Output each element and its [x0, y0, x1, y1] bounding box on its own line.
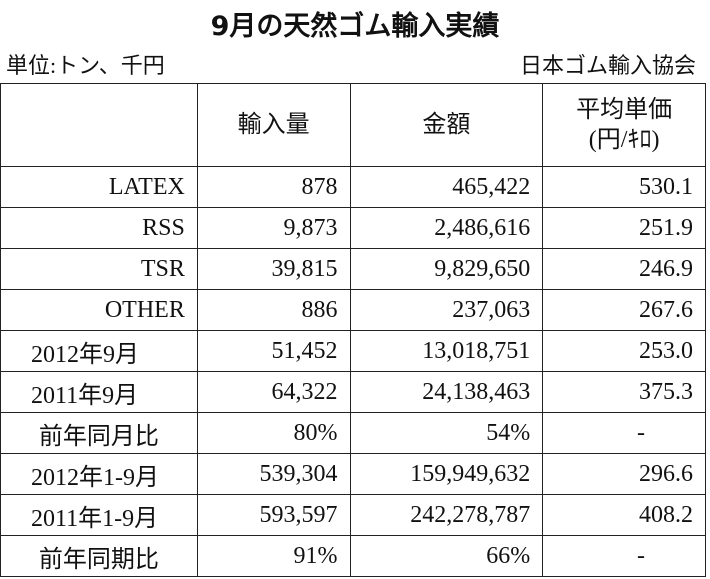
header-cell: 平均単価 (円/ｷﾛ) [542, 83, 706, 167]
row-label: 2011年9月 [0, 371, 198, 413]
cell: 91% [196, 535, 351, 577]
table-row: 2011年1-9月 593,597 242,278,787 408.2 [0, 494, 706, 536]
cell: 80% [196, 412, 351, 454]
cell: 13,018,751 [349, 330, 544, 372]
cell: 246.9 [542, 248, 706, 290]
cell: 296.6 [542, 453, 706, 495]
header-cell: 金額 [349, 83, 544, 167]
cell: 66% [349, 535, 544, 577]
cell: 24,138,463 [349, 371, 544, 413]
row-label: LATEX [0, 166, 198, 208]
table-row: 前年同月比 80% 54% - [0, 412, 706, 454]
row-label: 前年同期比 [0, 535, 198, 577]
cell: 878 [196, 166, 351, 208]
row-label: 前年同月比 [0, 412, 198, 454]
cell: 375.3 [542, 371, 706, 413]
cell: 51,452 [196, 330, 351, 372]
cell: 886 [196, 289, 351, 331]
table-row: 2012年9月 51,452 13,018,751 253.0 [0, 330, 706, 372]
cell: 54% [349, 412, 544, 454]
source: 日本ゴム輸入協会 [519, 53, 696, 78]
cell: 251.9 [542, 207, 706, 249]
cell: 159,949,632 [349, 453, 544, 495]
table-row: 2012年1-9月 539,304 159,949,632 296.6 [0, 453, 706, 495]
table-row: 前年同期比 91% 66% - [0, 535, 706, 577]
cell: 593,597 [196, 494, 351, 536]
row-label: 2012年1-9月 [0, 453, 198, 495]
title: 9月の天然ゴム輸入実績 [210, 11, 500, 42]
header-text: 平均単価 [576, 97, 673, 123]
cell: 267.6 [542, 289, 706, 331]
table-row: OTHER 886 237,063 267.6 [0, 289, 706, 331]
header-text: 金額 [422, 112, 471, 138]
table-row: LATEX 878 465,422 530.1 [0, 166, 706, 208]
table-row: 2011年9月 64,322 24,138,463 375.3 [0, 371, 706, 413]
row-label: 2012年9月 [0, 330, 198, 372]
cell: 64,322 [196, 371, 351, 413]
cell: 253.0 [542, 330, 706, 372]
cell: 539,304 [196, 453, 351, 495]
row-label: RSS [0, 207, 198, 249]
table-body: 輸入量 金額 平均単価 (円/ｷﾛ) LATEX 878 465,422 530.1 RSS 9,… [0, 83, 706, 577]
header-text: 輸入量 [237, 112, 310, 138]
cell: 408.2 [542, 494, 706, 536]
cell: - [542, 535, 706, 577]
cell: 530.1 [542, 166, 706, 208]
header-row: 輸入量 金額 平均単価 (円/ｷﾛ) [0, 83, 706, 167]
row-label: TSR [0, 248, 198, 290]
cell: - [542, 412, 706, 454]
cell: 2,486,616 [349, 207, 544, 249]
cell: 237,063 [349, 289, 544, 331]
cell: 39,815 [196, 248, 351, 290]
row-label: OTHER [0, 289, 198, 331]
import-table: 輸入量 金額 平均単価 (円/ｷﾛ) LATEX 878 465,422 530.1 RSS 9,… [0, 83, 706, 577]
header-cell [0, 83, 198, 167]
row-label: 2011年1-9月 [0, 494, 198, 536]
header-note: (円/ｷﾛ) [588, 127, 660, 153]
header-cell: 輸入量 [196, 83, 351, 167]
cell: 465,422 [349, 166, 544, 208]
cell: 9,873 [196, 207, 351, 249]
cell: 242,278,787 [349, 494, 544, 536]
cell: 9,829,650 [349, 248, 544, 290]
unit-note: 単位:トン、千円 [6, 53, 165, 78]
table-row: RSS 9,873 2,486,616 251.9 [0, 207, 706, 249]
table-row: TSR 39,815 9,829,650 246.9 [0, 248, 706, 290]
